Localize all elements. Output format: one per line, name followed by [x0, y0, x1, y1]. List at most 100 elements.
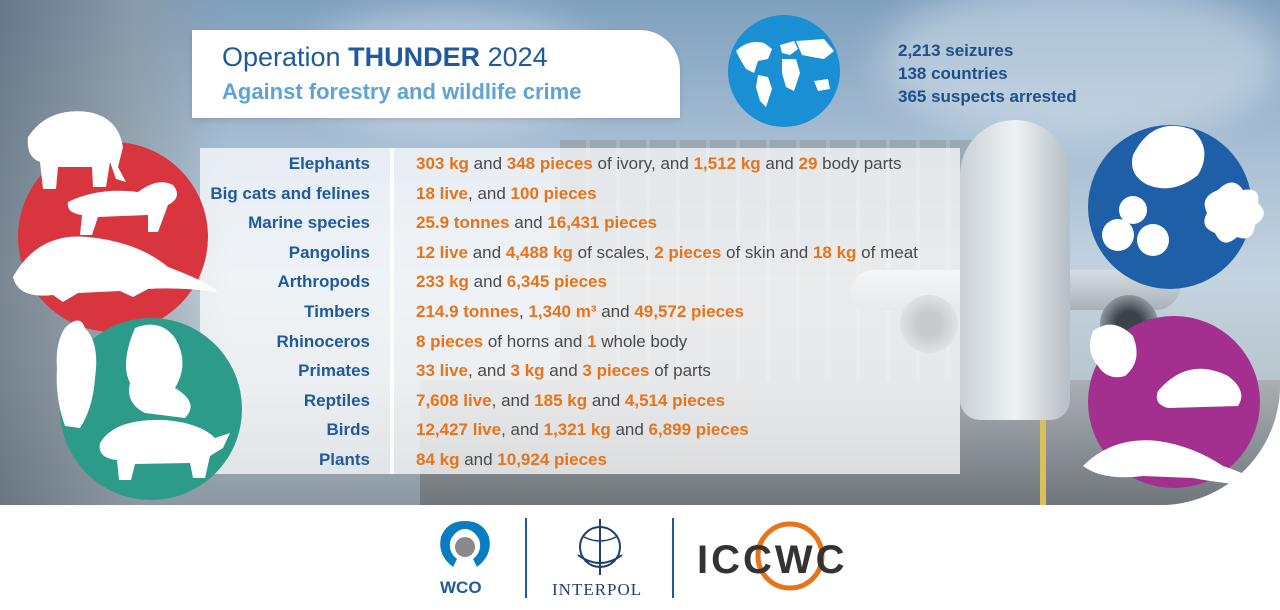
value-text: , and	[501, 420, 544, 440]
highlight-value: 33 live	[416, 361, 468, 381]
table-row: Reptiles 7,608 live, and 185 kg and 4,514…	[200, 387, 960, 417]
value-text: and	[610, 420, 649, 440]
value-text: and	[468, 242, 506, 262]
tortoise-icon	[1156, 368, 1242, 408]
value-text: , and	[491, 390, 535, 410]
highlight-value: 18 kg	[812, 242, 857, 262]
title-year: 2024	[480, 42, 548, 72]
elephant-icon	[27, 111, 126, 189]
value-text: of meat	[856, 242, 918, 262]
table-row: Pangolins 12 live and 4,488 kg of scales,…	[200, 239, 960, 269]
logo-divider	[672, 518, 674, 598]
monkey-icon	[126, 324, 191, 418]
table-row: Primates 33 live, and 3 kg and 3 pieces o…	[200, 357, 960, 387]
title-prefix: Operation	[222, 42, 349, 72]
cloud	[880, 0, 1280, 140]
highlight-value: 303 kg	[416, 154, 469, 173]
interpol-label: INTERPOL	[552, 580, 643, 599]
value-text: of scales,	[572, 242, 655, 262]
highlight-value: 7,608 live	[416, 390, 492, 410]
highlight-value: 2 pieces	[654, 242, 722, 262]
row-label: Arthropods	[277, 272, 370, 292]
seashell-icon	[1132, 125, 1205, 189]
title-operation-name: THUNDER	[348, 42, 481, 72]
row-label: Big cats and felines	[210, 183, 370, 203]
row-label: Rhinoceros	[276, 331, 370, 351]
highlight-value: 1,321 kg	[543, 420, 611, 440]
logo-divider	[525, 518, 527, 598]
value-text: of skin and	[721, 242, 813, 262]
highlight-value: 100 pieces	[510, 183, 597, 203]
value-text: ,	[519, 302, 529, 321]
row-value: 233 kg and 6,345 pieces	[416, 272, 607, 292]
value-text: and	[596, 302, 635, 321]
highlight-value: 214.9 tonnes	[416, 302, 519, 321]
tiger-icon	[67, 182, 177, 235]
row-label: Birds	[326, 420, 370, 440]
table-row: Rhinoceros 8 pieces of horns and 1 whole …	[200, 328, 960, 358]
value-text: and	[544, 361, 583, 381]
page-title: Operation THUNDER 2024	[222, 42, 548, 73]
stat-countries: 138 countries	[898, 64, 1008, 83]
seizures-table	[200, 148, 960, 474]
row-label: Timbers	[304, 302, 370, 321]
value-text: and	[468, 154, 507, 173]
hibiscus-icon	[1204, 182, 1264, 243]
row-value: 7,608 live, and 185 kg and 4,514 pieces	[416, 391, 725, 411]
marine-plants-circle	[1088, 125, 1264, 289]
value-text: of horns and	[483, 331, 588, 351]
table-row: Elephants 303 kg and 348 pieces of ivory,…	[200, 150, 960, 180]
row-value: 25.9 tonnes and 16,431 pieces	[416, 213, 657, 233]
row-label: Marine species	[248, 213, 370, 233]
stat-suspects: 365 suspects arrested	[898, 87, 1077, 106]
row-value: 303 kg and 348 pieces of ivory, and 1,51…	[416, 154, 902, 174]
title-card: Operation THUNDER 2024 Against forestry …	[192, 30, 680, 118]
highlight-value: 84 kg	[416, 450, 460, 469]
highlight-value: 4,514 pieces	[624, 390, 726, 410]
value-text: and	[509, 213, 548, 233]
value-text: of parts	[649, 361, 711, 381]
footer-logos	[0, 505, 1280, 610]
row-value: 8 pieces of horns and 1 whole body	[416, 332, 687, 352]
beetle-icon	[1089, 324, 1137, 378]
value-text: body parts	[817, 154, 902, 173]
row-label: Pangolins	[288, 242, 370, 262]
iccwc-logo: ICCWC	[697, 538, 848, 582]
highlight-value: 1,512 kg	[693, 154, 761, 173]
iguana-icon	[1083, 440, 1263, 486]
highlight-value: 4,488 kg	[505, 242, 573, 262]
table-row: Big cats and felines 18 live, and 100 pie…	[200, 180, 960, 210]
row-label: Reptiles	[303, 390, 370, 410]
highlight-value: 18 live	[416, 183, 468, 203]
highlight-value: 16,431 pieces	[547, 213, 658, 233]
highlight-value: 348 pieces	[506, 154, 593, 173]
row-label: Plants	[318, 450, 370, 469]
row-value: 33 live, and 3 kg and 3 pieces of parts	[416, 361, 711, 381]
highlight-value: 3 kg	[510, 361, 545, 381]
wco-label: WCO	[440, 578, 482, 597]
page-subtitle: Against forestry and wildlife crime	[222, 79, 582, 104]
table-row: Marine species 25.9 tonnes and 16,431 pie…	[200, 209, 960, 239]
wco-logo-icon	[440, 521, 490, 567]
highlight-value: 12 live	[416, 242, 468, 262]
pangolin-icon	[13, 236, 218, 302]
highlight-value: 6,899 pieces	[648, 420, 749, 440]
highlight-value: 10,924 pieces	[497, 450, 607, 469]
world-map-icon	[728, 15, 840, 127]
row-label: Primates	[298, 361, 370, 381]
value-text: and	[760, 154, 799, 173]
row-value: 12,427 live, and 1,321 kg and 6,899 piec…	[416, 420, 749, 440]
highlight-value: 8 pieces	[416, 331, 484, 351]
summary-stats: 2,213 seizures 138 countries 365 suspect…	[898, 39, 1077, 108]
airplane-image	[960, 120, 1070, 420]
value-text: of ivory, and	[592, 154, 694, 173]
highlight-value: 233 kg	[416, 272, 469, 292]
stat-seizures: 2,213 seizures	[898, 41, 1014, 60]
table-row: Timbers 214.9 tonnes, 1,340 m³ and 49,572…	[200, 298, 960, 328]
column-divider	[390, 148, 394, 474]
interpol-emblem-icon	[577, 519, 623, 575]
highlight-value: 1	[587, 331, 597, 351]
table-row: Birds 12,427 live, and 1,321 kg and 6,899…	[200, 416, 960, 446]
value-text: , and	[468, 361, 511, 381]
value-text: and	[459, 450, 498, 469]
